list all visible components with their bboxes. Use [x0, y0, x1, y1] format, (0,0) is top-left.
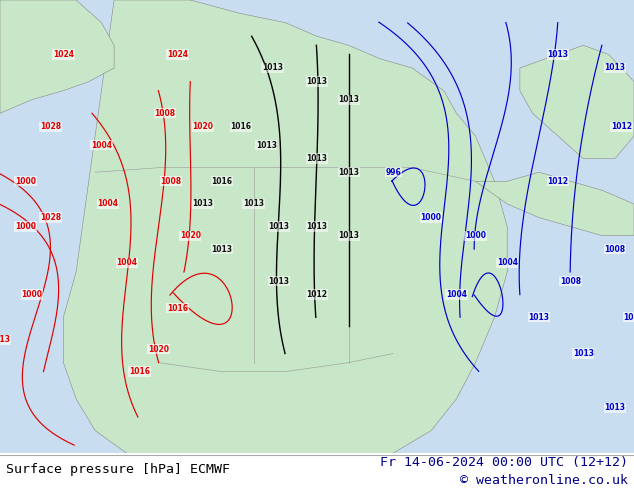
Text: 1000: 1000 [15, 222, 36, 231]
Text: 1012: 1012 [547, 177, 569, 186]
Text: 1024: 1024 [53, 50, 74, 59]
Text: 1013: 1013 [268, 276, 290, 286]
Text: 1000: 1000 [21, 290, 42, 299]
Text: 1008: 1008 [160, 177, 182, 186]
Text: 1004: 1004 [97, 199, 119, 208]
Text: 1016: 1016 [211, 177, 233, 186]
Text: 1000: 1000 [15, 177, 36, 186]
Text: 1016: 1016 [129, 367, 150, 376]
Text: 1004: 1004 [496, 258, 518, 268]
Text: 1013: 1013 [547, 50, 569, 59]
Text: 1013: 1013 [306, 222, 328, 231]
Polygon shape [63, 0, 507, 453]
Text: Fr 14-06-2024 00:00 UTC (12+12): Fr 14-06-2024 00:00 UTC (12+12) [380, 456, 628, 469]
Text: 1020: 1020 [148, 344, 169, 353]
Text: 1016: 1016 [230, 122, 252, 131]
Polygon shape [520, 46, 634, 159]
Text: 1020: 1020 [192, 122, 214, 131]
Text: 1013: 1013 [338, 95, 359, 104]
Text: 1013: 1013 [256, 141, 277, 149]
Text: 1012: 1012 [611, 122, 632, 131]
Text: 1013: 1013 [268, 222, 290, 231]
Text: 1012: 1012 [306, 290, 328, 299]
Text: 1008: 1008 [560, 276, 581, 286]
Text: 1020: 1020 [623, 313, 634, 322]
Text: 1000: 1000 [420, 213, 442, 222]
Text: 996: 996 [385, 168, 401, 177]
Text: 1013: 1013 [306, 77, 328, 86]
Text: Surface pressure [hPa] ECMWF: Surface pressure [hPa] ECMWF [6, 463, 230, 476]
Text: 1013: 1013 [338, 168, 359, 177]
Text: 1013: 1013 [306, 154, 328, 163]
Text: 1028: 1028 [40, 122, 61, 131]
Text: 1013: 1013 [243, 199, 264, 208]
Text: 1013: 1013 [604, 64, 626, 73]
Text: 1008: 1008 [154, 109, 176, 118]
Text: 1024: 1024 [167, 50, 188, 59]
Text: 1013: 1013 [338, 231, 359, 240]
Text: 1020: 1020 [179, 231, 201, 240]
Text: 1028: 1028 [40, 213, 61, 222]
Polygon shape [0, 0, 114, 113]
Polygon shape [476, 172, 634, 236]
Text: 1004: 1004 [116, 258, 138, 268]
Text: 1004: 1004 [91, 141, 112, 149]
Text: 1008: 1008 [604, 245, 626, 254]
Text: 1000: 1000 [465, 231, 486, 240]
Text: 1004: 1004 [446, 290, 467, 299]
Text: 1013: 1013 [528, 313, 550, 322]
Text: 1013: 1013 [192, 199, 214, 208]
Text: 1013: 1013 [211, 245, 233, 254]
Text: 1013: 1013 [573, 349, 594, 358]
Text: 1013: 1013 [0, 336, 11, 344]
Text: 1013: 1013 [262, 64, 283, 73]
Text: © weatheronline.co.uk: © weatheronline.co.uk [460, 474, 628, 488]
Text: 1013: 1013 [604, 403, 626, 413]
Text: 1016: 1016 [167, 304, 188, 313]
